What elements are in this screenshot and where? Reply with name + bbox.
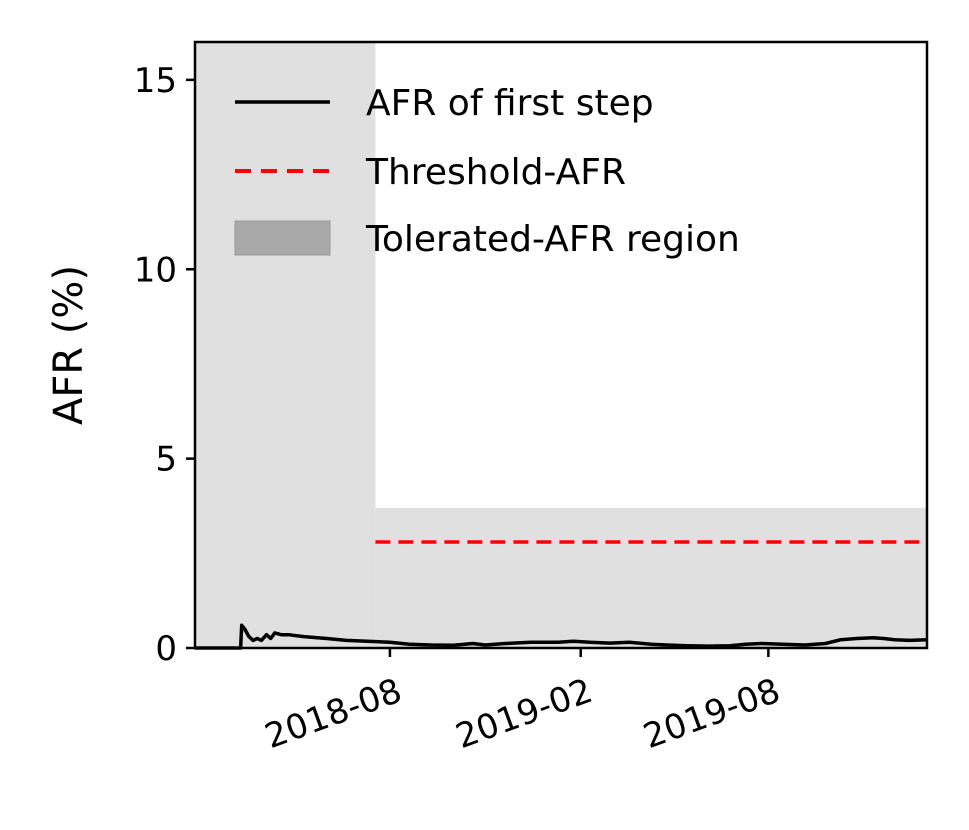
series-line-0 [195, 623, 928, 650]
legend-label: Tolerated-AFR region [365, 219, 740, 260]
y-axis-label: AFR (%) [46, 265, 92, 425]
legend-label: AFR of first step [366, 83, 654, 124]
tolerated-region-1 [375, 507, 927, 648]
y-axis-ticks: 0 5 10 15 [134, 61, 195, 669]
tolerated-afr-regions [195, 42, 927, 648]
x-tick-label: 2019-08 [638, 671, 785, 757]
tolerated-region-0 [195, 42, 376, 648]
y-tick-label: 15 [134, 61, 177, 101]
y-tick-label: 0 [155, 629, 177, 669]
x-tick-label: 2019-02 [451, 671, 598, 757]
x-axis-ticks: 2018-08 2019-02 2019-08 [260, 648, 785, 757]
series-group [195, 623, 928, 650]
legend-label: Threshold-AFR [365, 152, 626, 193]
y-tick-label: 5 [155, 440, 177, 480]
x-tick-label: 2018-08 [260, 671, 407, 757]
y-tick-label: 10 [134, 250, 177, 290]
legend: AFR of first step Threshold-AFR Tolerated-… [234, 83, 740, 260]
legend-swatch-patch [234, 220, 331, 256]
plot-frame [193, 40, 929, 650]
